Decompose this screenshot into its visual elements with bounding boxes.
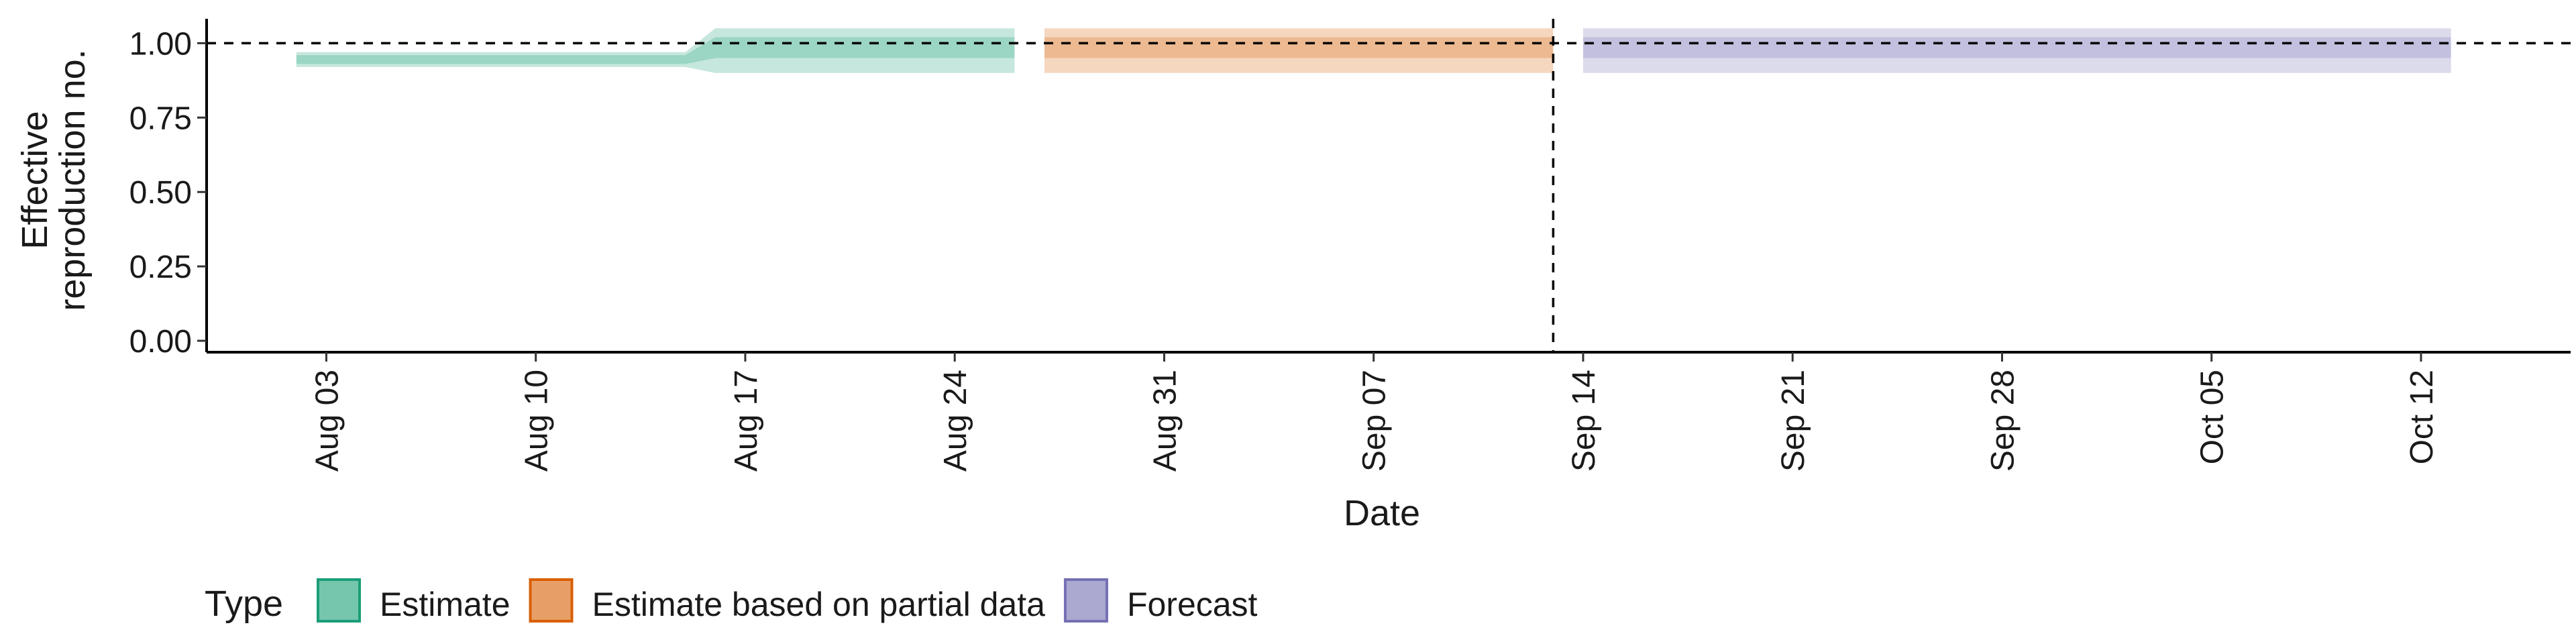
- x-tick-label: Aug 31: [1147, 370, 1183, 472]
- x-tick-label: Aug 17: [729, 370, 764, 472]
- y-ticks: 0.00 0.25 0.50 0.75 1.00: [129, 26, 207, 360]
- band-outer-1: [296, 28, 1015, 73]
- legend-swatch: [529, 578, 574, 623]
- x-tick-label: Aug 10: [519, 370, 555, 472]
- y-axis-label-line-2: reproduction no.: [52, 49, 93, 311]
- y-tick-label: 1.00: [129, 26, 192, 62]
- legend: Type Estimate Estimate based on partial d…: [205, 578, 1258, 624]
- y-axis-label-2: reproduction no.: [52, 49, 93, 311]
- y-tick-label: 0.50: [129, 175, 192, 211]
- x-tick-label: Sep 21: [1776, 370, 1811, 472]
- y-tick-label: 0.75: [129, 101, 192, 136]
- x-tick-label: Sep 14: [1566, 370, 1602, 472]
- x-tick-label: Sep 28: [1986, 370, 2021, 472]
- y-tick-label: 0.25: [129, 250, 192, 285]
- x-tick-label: Aug 03: [309, 370, 345, 472]
- axis-labels: Date Effective reproduction no.: [15, 49, 1420, 533]
- x-axis-label: Date: [1344, 493, 1420, 533]
- legend-title: Type: [205, 584, 283, 624]
- legend-label: Estimate: [380, 586, 511, 623]
- band-outer-3: [1582, 28, 2451, 73]
- y-axis-label-line-1: Effective: [15, 111, 55, 249]
- reference-lines: [207, 19, 2571, 352]
- x-tick-label: Oct 05: [2195, 370, 2231, 464]
- y-tick-label: 0.00: [129, 324, 192, 360]
- legend-label: Forecast: [1127, 586, 1258, 623]
- axes: [205, 19, 2571, 354]
- confidence-bands: [296, 28, 2451, 73]
- band-inner-3: [1582, 37, 2451, 58]
- x-tick-label: Sep 07: [1357, 370, 1393, 472]
- band-inner-2: [1044, 37, 1554, 58]
- legend-swatch: [317, 578, 361, 623]
- band-outer-2: [1044, 28, 1554, 73]
- x-ticks: Aug 03 Aug 10 Aug 17 Aug 24 Aug 31 Sep 07 Sep …: [309, 352, 2440, 472]
- legend-label: Estimate based on partial data: [592, 586, 1046, 623]
- x-tick-label: Aug 24: [938, 370, 973, 472]
- legend-swatch: [1063, 578, 1108, 623]
- x-tick-label: Oct 12: [2404, 370, 2440, 464]
- y-axis-label: Effective: [15, 111, 55, 249]
